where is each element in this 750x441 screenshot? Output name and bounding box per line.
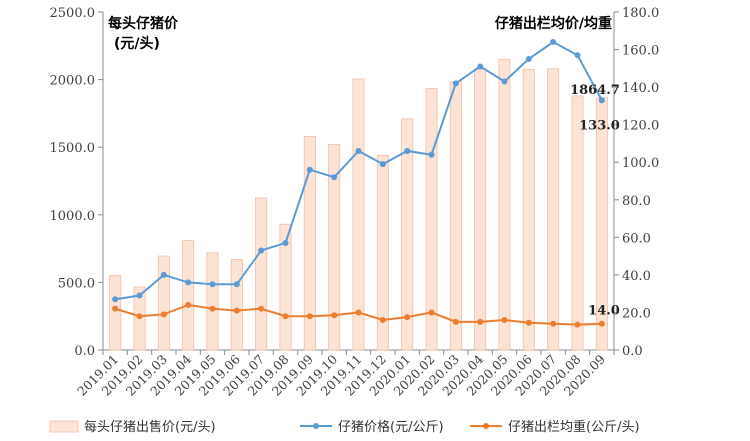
series-point: [282, 313, 289, 320]
line-series: [112, 39, 605, 328]
series-point: [477, 63, 484, 70]
series-point: [452, 80, 459, 87]
legend-price-marker: [313, 423, 319, 429]
right-tick-label: 0.0: [622, 344, 643, 359]
series-point: [112, 296, 119, 303]
bar: [547, 68, 560, 351]
legend-weight-label: 仔猪出栏均重(公斤/头): [508, 419, 640, 435]
series-point: [282, 239, 289, 246]
bar: [352, 78, 365, 351]
right-tick-label: 120.0: [622, 119, 659, 134]
series-point: [525, 319, 532, 326]
left-tick-label: 1000.0: [50, 209, 96, 224]
series-point: [501, 78, 508, 85]
left-tick-label: 1500.0: [50, 141, 96, 156]
right-tick-label: 160.0: [622, 44, 659, 59]
bar: [328, 144, 341, 351]
series-point: [379, 161, 386, 168]
price-last-value-label: 133.0: [579, 118, 620, 133]
left-tick-label: 2000.0: [50, 74, 96, 89]
bar: [303, 135, 316, 351]
series-point: [574, 321, 581, 328]
series-point: [452, 318, 459, 325]
series-point: [331, 174, 338, 181]
labels: 每头仔猪价 (元/头) 仔猪出栏均价/均重 133.0 1864.7 14.0: [108, 15, 620, 319]
legend-bar-swatch: [49, 420, 79, 433]
bar: [449, 81, 462, 351]
series-point: [160, 311, 167, 318]
left-axis-unit: (元/头): [114, 35, 160, 52]
axes: 0.0 500.0 1000.0 1500.0 2000.0 2500.0 0.0 20.0 4…: [50, 6, 660, 399]
bar: [206, 252, 219, 351]
left-tick-label: 500.0: [58, 276, 95, 291]
series-point: [185, 279, 192, 286]
left-axis-title: 每头仔猪价: [108, 15, 179, 32]
series-point: [550, 39, 557, 46]
series-point: [501, 316, 508, 323]
bar: [401, 118, 414, 351]
series-point: [355, 309, 362, 316]
right-tick-label: 100.0: [622, 156, 659, 171]
weight-last-value-label: 14.0: [588, 304, 620, 319]
series-point: [331, 312, 338, 319]
series-point: [136, 313, 143, 320]
series-point: [233, 307, 240, 314]
bar: [157, 255, 170, 351]
right-tick-label: 20.0: [622, 306, 651, 321]
series-point: [477, 318, 484, 325]
legend-price-label: 仔猪价格(元/公斤): [338, 419, 444, 435]
series-point: [525, 55, 532, 62]
series-point: [258, 305, 265, 312]
bar: [255, 197, 268, 351]
bar: [182, 240, 195, 351]
series-point: [404, 147, 411, 154]
right-tick-label: 80.0: [622, 194, 651, 209]
series-point: [136, 292, 143, 299]
right-tick-label: 40.0: [622, 269, 651, 284]
bar: [498, 58, 511, 351]
series-point: [209, 281, 216, 288]
bar: [109, 275, 122, 351]
series-point: [209, 305, 216, 312]
bar: [376, 154, 389, 351]
series-point: [258, 247, 265, 254]
series-point: [428, 309, 435, 316]
legend-bar-label: 每头仔猪出售价(元/头): [84, 419, 216, 435]
bar: [279, 223, 292, 351]
bar: [425, 87, 438, 351]
series-point: [574, 52, 581, 59]
bar: [474, 68, 487, 351]
bar: [522, 69, 535, 351]
bar-last-value-label: 1864.7: [570, 83, 620, 98]
series-point: [550, 320, 557, 327]
left-tick-label: 2500.0: [50, 6, 96, 21]
legend-weight-marker: [483, 423, 489, 429]
bar: [230, 259, 243, 351]
right-tick-label: 180.0: [622, 6, 659, 21]
series-point: [428, 151, 435, 158]
series-point: [233, 281, 240, 288]
left-tick-label: 0.0: [74, 344, 95, 359]
series-point: [598, 320, 605, 327]
series-point: [306, 313, 313, 320]
right-axis-title: 仔猪出栏均价/均重: [495, 15, 612, 32]
series-point: [185, 301, 192, 308]
series-point: [355, 147, 362, 154]
legend: 每头仔猪出售价(元/头) 仔猪价格(元/公斤) 仔猪出栏均重(公斤/头): [49, 419, 640, 435]
bar: [571, 95, 584, 351]
series-point: [306, 166, 313, 173]
series-point: [160, 271, 167, 278]
right-tick-label: 60.0: [622, 231, 651, 246]
series-point: [598, 97, 605, 104]
series-point: [112, 305, 119, 312]
series-point: [404, 314, 411, 321]
series-point: [379, 316, 386, 323]
right-tick-label: 140.0: [622, 81, 659, 96]
